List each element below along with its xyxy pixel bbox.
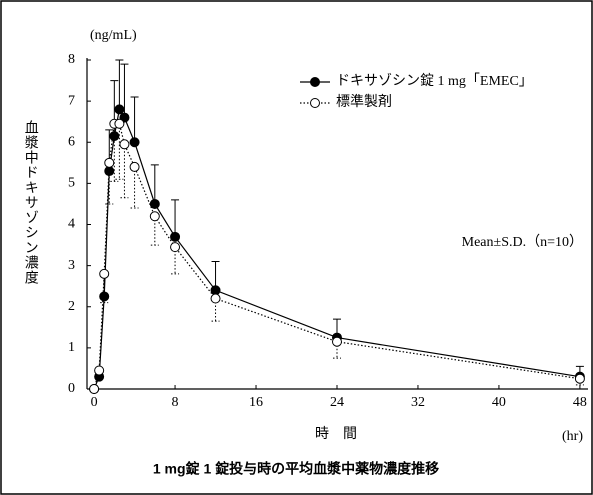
data-point <box>104 157 115 168</box>
error-bar <box>332 341 341 359</box>
error-bar <box>110 123 119 182</box>
x-tick-label: 16 <box>249 395 263 410</box>
y-unit: (ng/mL) <box>90 28 137 43</box>
legend-label: ドキサゾシン錠 1 mg「EMEC」 <box>336 73 533 89</box>
y-tick-label: 7 <box>68 93 75 108</box>
y-tick-label: 1 <box>68 340 75 355</box>
y-tick-label: 8 <box>68 52 75 67</box>
y-tick-label: 5 <box>68 176 75 191</box>
y-tick-label: 4 <box>68 217 75 232</box>
data-point <box>89 384 100 394</box>
error-bar <box>171 199 180 237</box>
error-bar <box>130 96 139 143</box>
data-point <box>99 268 110 279</box>
legend-label: 標準製剤 <box>336 94 392 110</box>
error-bar <box>150 164 159 204</box>
x-tick-label: 24 <box>330 395 344 410</box>
error-bar <box>115 123 124 180</box>
y-tick-label: 2 <box>68 299 75 314</box>
data-point <box>94 365 105 376</box>
y-tick-label: 3 <box>68 258 75 273</box>
data-point <box>129 161 140 172</box>
error-bar <box>120 63 129 118</box>
data-point <box>331 336 342 347</box>
data-point <box>114 104 125 115</box>
data-point <box>170 231 181 242</box>
x-tick-label: 32 <box>411 395 425 410</box>
data-point <box>114 118 125 129</box>
data-point <box>574 373 585 384</box>
error-bar <box>115 59 124 110</box>
x-tick-label: 48 <box>573 395 587 410</box>
y-axis-label: 血漿中ドキサゾシン濃度 <box>23 120 39 285</box>
data-point <box>210 293 221 304</box>
error-bar <box>105 162 114 205</box>
data-point <box>210 285 221 296</box>
data-point <box>170 242 181 253</box>
x-tick-label: 40 <box>492 395 506 410</box>
data-point <box>129 137 140 148</box>
x-unit: (hr) <box>562 429 583 444</box>
error-bar <box>120 144 129 199</box>
data-point <box>119 139 130 150</box>
y-tick-label: 0 <box>68 381 75 396</box>
legend-marker <box>310 77 320 87</box>
caption: 1 mg錠 1 錠投与時の平均血漿中薬物濃度推移 <box>153 461 439 477</box>
data-point <box>149 211 160 222</box>
y-tick-label: 6 <box>68 134 75 149</box>
error-bar <box>130 166 139 209</box>
x-tick-label: 8 <box>172 395 179 410</box>
x-axis-label: 時 間 <box>315 426 357 442</box>
legend-marker <box>310 98 320 108</box>
annotation: Mean±S.D.（n=10） <box>462 234 583 250</box>
x-tick-label: 0 <box>91 395 98 410</box>
